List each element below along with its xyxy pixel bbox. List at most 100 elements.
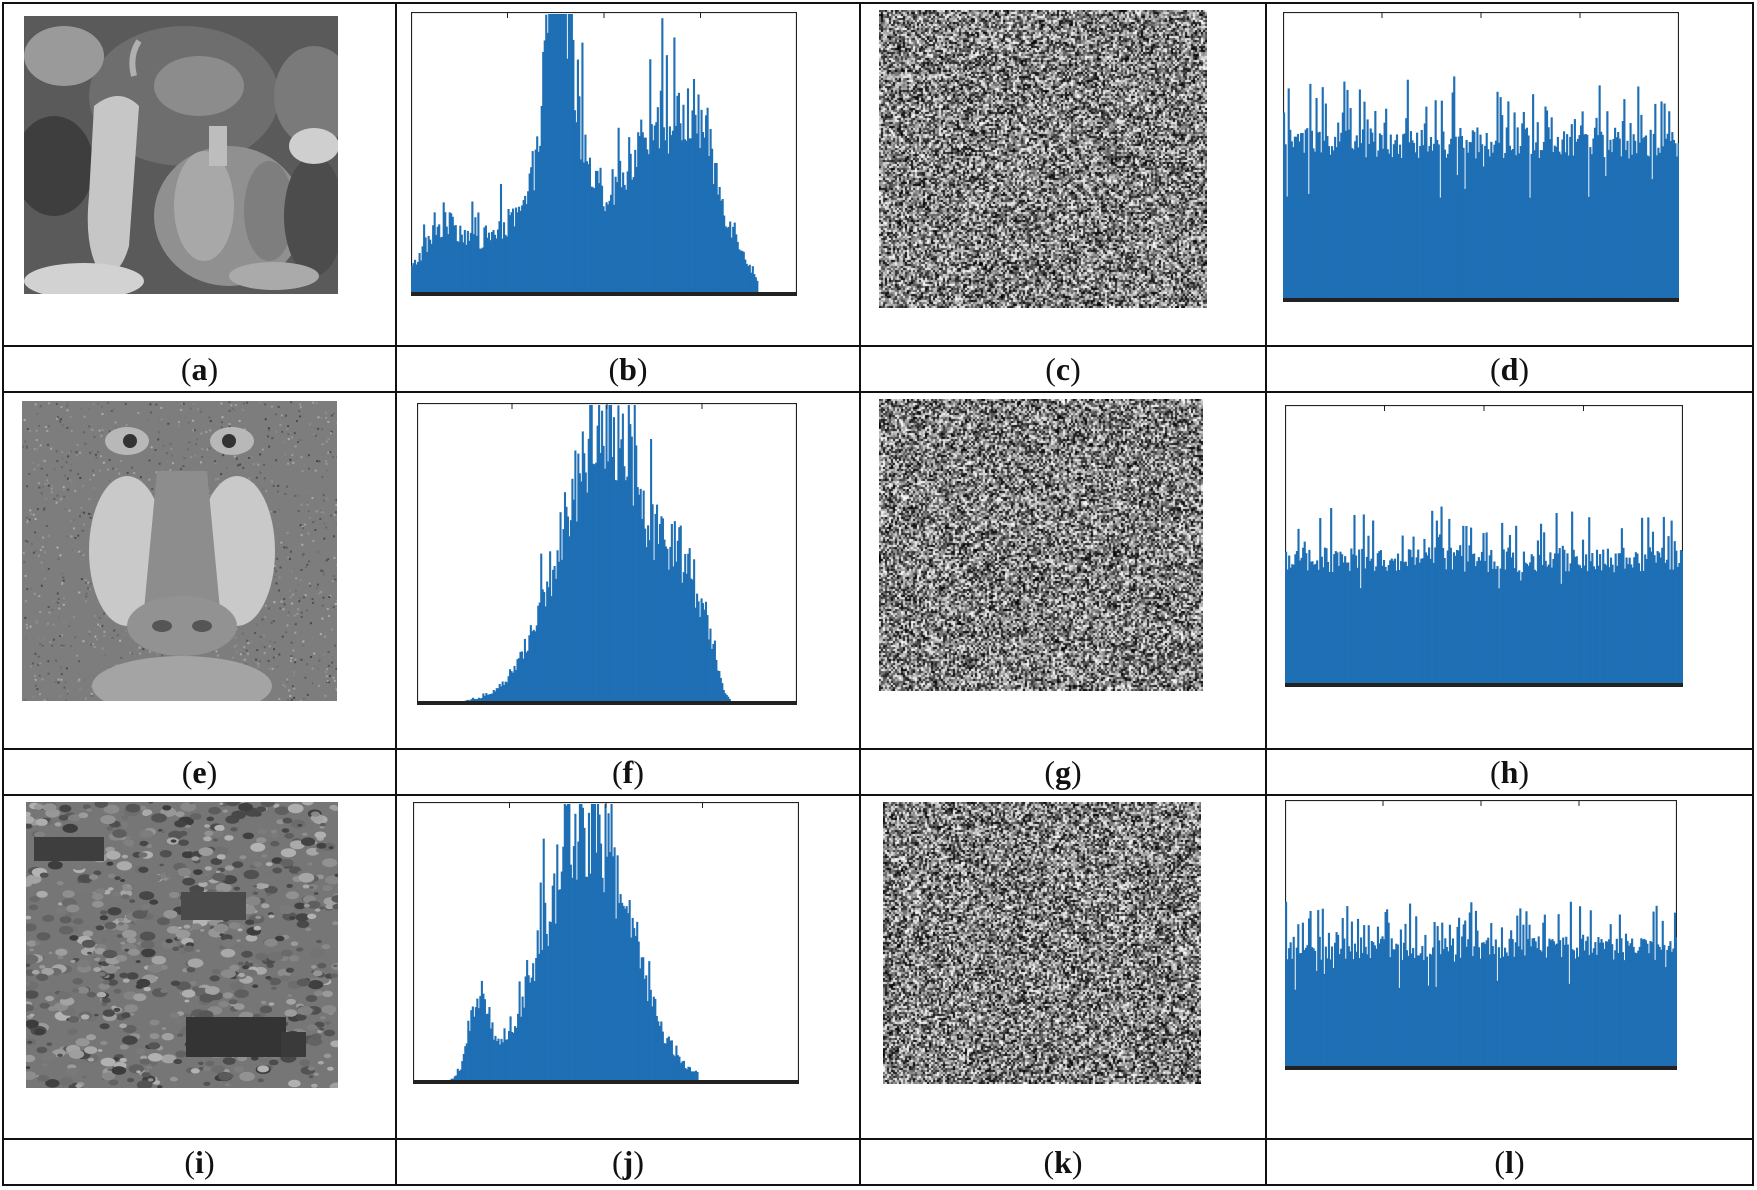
- histogram-bar: [1396, 553, 1400, 685]
- histogram-bar: [624, 480, 627, 703]
- histogram-bar: [724, 693, 727, 703]
- histogram-bar: [548, 921, 551, 1082]
- histogram-bar: [491, 693, 494, 703]
- histogram-bar: [1305, 553, 1308, 685]
- histogram-bar: [558, 14, 561, 294]
- histogram-bar: [691, 579, 694, 703]
- histogram-bar: [488, 1007, 491, 1082]
- histogram-bar: [1320, 152, 1323, 300]
- histogram-bar: [1445, 946, 1448, 1068]
- histogram-bar: [1608, 567, 1611, 685]
- histogram-bar: [1439, 954, 1442, 1068]
- histogram-bar: [1460, 135, 1464, 300]
- histogram-bar: [537, 605, 540, 703]
- histogram-bar: [480, 980, 483, 1082]
- histogram-bar: [1672, 948, 1675, 1068]
- histogram-bar: [1312, 948, 1315, 1068]
- histogram-bar: [1320, 556, 1323, 685]
- panel-g-encrypted-image: [861, 393, 1267, 750]
- histogram-bar: [1496, 91, 1499, 301]
- histogram-bar: [634, 936, 637, 1082]
- histogram-bar: [494, 1035, 497, 1082]
- histogram-bar: [595, 462, 598, 703]
- histogram-bar: [1297, 528, 1300, 685]
- histogram-bar: [1446, 153, 1450, 300]
- histogram-bar: [666, 548, 669, 703]
- histogram-bar: [602, 892, 606, 1082]
- histogram-bar: [495, 238, 498, 294]
- histogram-bar: [1300, 133, 1303, 300]
- histogram-bar: [640, 119, 643, 294]
- histogram-bar: [549, 14, 552, 294]
- histogram-bar: [462, 242, 465, 294]
- histogram-bar: [1673, 541, 1676, 685]
- histogram-bar: [618, 448, 621, 703]
- histogram-bar: [480, 248, 483, 294]
- histogram-bar: [1592, 948, 1595, 1068]
- histogram-bar: [575, 122, 578, 294]
- histogram-bar: [721, 199, 724, 294]
- histogram-bar: [1525, 127, 1529, 301]
- histogram-bar: [1450, 945, 1453, 1068]
- histogram-bar: [1532, 556, 1535, 685]
- histogram-bar: [1317, 132, 1320, 300]
- histogram-bar: [1562, 937, 1565, 1068]
- histogram-bar: [681, 1061, 684, 1082]
- histogram-bar: [587, 438, 590, 703]
- histogram-bar: [1297, 924, 1300, 1068]
- histogram-bar: [1561, 545, 1564, 685]
- histogram-bar: [655, 504, 659, 703]
- histogram-bar: [1317, 569, 1320, 685]
- histogram-bar: [1589, 910, 1592, 1068]
- histogram-bar: [1497, 947, 1500, 1068]
- histogram-bar: [1485, 132, 1488, 300]
- histogram-bar: [1341, 918, 1344, 1068]
- histogram-bar: [673, 521, 676, 703]
- histogram-bar: [1493, 953, 1496, 1068]
- histogram-bar: [1490, 141, 1493, 300]
- histogram-bar: [522, 658, 525, 703]
- histogram-bar: [540, 105, 543, 295]
- histogram-bar: [1375, 156, 1378, 300]
- histogram-bar: [1577, 564, 1580, 685]
- histogram-bar: [1389, 134, 1392, 300]
- histogram-bar: [522, 200, 525, 294]
- histogram-bar: [608, 200, 611, 294]
- histogram-bar: [1589, 147, 1592, 300]
- histogram-bar: [532, 629, 535, 703]
- histogram-bar: [1558, 548, 1561, 685]
- histogram-bar: [1546, 566, 1549, 685]
- histogram-bar: [1291, 564, 1294, 685]
- histogram-bar: [1393, 949, 1396, 1068]
- histogram-bar: [602, 445, 605, 703]
- histogram-bar: [552, 14, 555, 294]
- histogram-bar: [1624, 150, 1628, 300]
- histogram-bar: [1373, 945, 1376, 1068]
- histogram-bar: [1418, 562, 1421, 685]
- histogram-bar: [1374, 110, 1377, 301]
- histogram-bar: [1289, 942, 1292, 1068]
- histogram-bar: [581, 42, 584, 294]
- histogram-bar: [521, 205, 524, 294]
- histogram-bar: [1499, 568, 1502, 685]
- histogram-bar: [619, 894, 622, 1082]
- histogram-bar: [550, 596, 553, 703]
- histogram-bar: [1678, 562, 1681, 685]
- histogram-bar: [1585, 940, 1588, 1068]
- histogram-bar: [1669, 569, 1672, 685]
- histogram-bar: [751, 266, 754, 294]
- histogram-bar: [1640, 938, 1643, 1068]
- histogram-bar: [1574, 958, 1577, 1068]
- histogram-bar: [648, 540, 651, 703]
- histogram-bar: [1437, 537, 1440, 685]
- histogram-bar: [1539, 150, 1542, 300]
- histogram-bar: [1639, 571, 1642, 685]
- histogram-bar: [1334, 551, 1337, 685]
- histogram-bar: [680, 140, 684, 294]
- histogram-bar: [1654, 959, 1657, 1068]
- histogram-bar: [435, 234, 438, 294]
- histogram-bar: [1330, 146, 1334, 300]
- histogram-bar: [596, 425, 599, 703]
- histogram-bar: [579, 159, 582, 294]
- histogram-bar: [1614, 553, 1617, 685]
